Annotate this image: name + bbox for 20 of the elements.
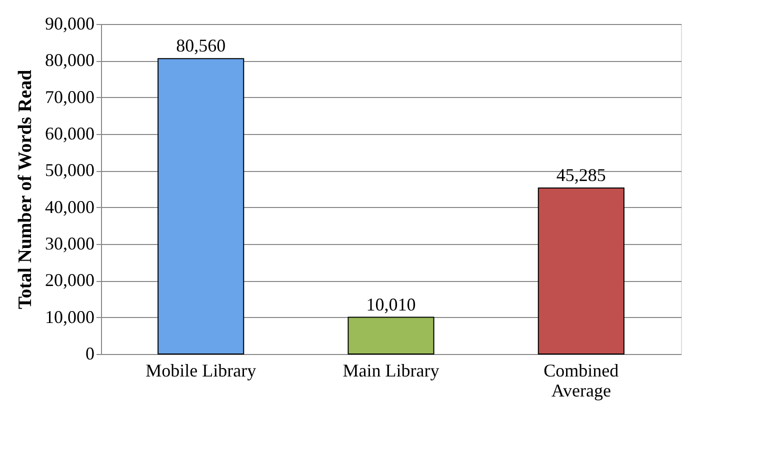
y-tick-label: 90,000 — [45, 14, 94, 34]
x-tick-label: Main Library — [342, 360, 440, 380]
y-tick-label: 80,000 — [45, 50, 94, 70]
bar — [538, 187, 624, 354]
x-tick-label: Combined Average — [544, 360, 619, 400]
y-axis-title: Total Number of Words Read — [15, 69, 36, 310]
x-tick-label: Mobile Library — [146, 360, 256, 380]
y-tick-label: 30,000 — [45, 234, 94, 254]
bar — [158, 58, 244, 354]
y-tick-label: 50,000 — [45, 160, 94, 180]
bar — [348, 316, 434, 354]
data-label: 10,010 — [366, 294, 416, 314]
y-tick-label: 40,000 — [45, 196, 94, 217]
y-tick-label: 0 — [86, 344, 94, 364]
y-tick-label: 60,000 — [45, 124, 94, 144]
data-label: 45,285 — [556, 164, 606, 185]
y-tick-label: 70,000 — [45, 86, 94, 107]
data-label: 80,560 — [176, 36, 226, 56]
y-tick-label: 20,000 — [45, 270, 94, 290]
y-tick-label: 10,000 — [45, 306, 94, 327]
